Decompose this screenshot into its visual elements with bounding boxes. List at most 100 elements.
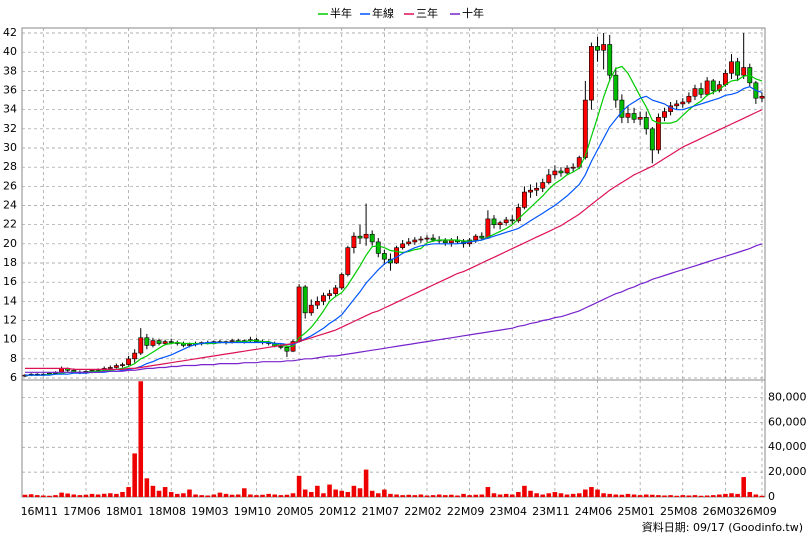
candle-body [113, 365, 119, 368]
volume-bar [193, 494, 198, 497]
volume-bar [375, 493, 381, 497]
volume-bar [144, 478, 150, 497]
ma-line [25, 86, 763, 376]
candle-body [107, 367, 113, 369]
volume-bar [290, 493, 296, 497]
volume-bar [442, 495, 448, 497]
volume-bar [242, 488, 247, 497]
volume-bar [449, 494, 454, 497]
volume-bar [95, 494, 101, 497]
volume-bar [467, 495, 472, 497]
y-tick-label: 32 [3, 122, 17, 135]
x-tick-label: 26M03 [703, 505, 741, 518]
volume-bar [308, 492, 314, 497]
volume-bar [662, 495, 667, 497]
volume-bar [223, 493, 229, 497]
candle-body [351, 235, 357, 248]
y2-tick-label: 40,000 [768, 440, 807, 453]
candle-body [394, 247, 399, 264]
candle-body [491, 218, 497, 225]
volume-bar [108, 493, 113, 497]
volume-bar [302, 489, 308, 497]
candle-body [735, 61, 741, 76]
y-tick-label: 14 [3, 294, 17, 307]
volume-bar [382, 489, 387, 497]
candle-body [479, 235, 485, 239]
candle-body [375, 241, 381, 254]
candle-body [522, 191, 527, 208]
candle-body [138, 337, 144, 354]
candle-body [168, 341, 174, 343]
legend-label: 年線 [372, 6, 394, 20]
ma-line [25, 109, 763, 370]
candle-body [497, 222, 503, 225]
volume-bar [369, 490, 375, 497]
candle-body [680, 101, 686, 105]
volume-bar [254, 495, 259, 497]
y-tick-label: 26 [3, 179, 17, 192]
volume-bar [595, 489, 600, 497]
volume-bar [741, 477, 746, 497]
candle-body [662, 111, 667, 118]
candle-body [509, 219, 515, 222]
volume-bar [175, 493, 180, 497]
volume-bar [357, 488, 363, 497]
volume-bar [278, 495, 284, 497]
y-tick-label: 22 [3, 218, 17, 231]
volume-bar [540, 494, 545, 497]
volume-bar [607, 493, 612, 497]
y-tick-label: 38 [3, 64, 17, 77]
candle-body [412, 239, 418, 243]
price-panel [21, 27, 766, 381]
candle-body [649, 128, 655, 151]
legend-label: 半年 [330, 6, 352, 20]
x-tick-label: 20M12 [319, 505, 357, 518]
candle-body [156, 340, 162, 344]
volume-bar [89, 493, 95, 497]
x-tick-label: 25M01 [617, 505, 655, 518]
candle-body [150, 340, 156, 346]
candle-body [631, 113, 637, 120]
volume-bar [723, 493, 728, 497]
candle-body [540, 182, 546, 189]
volume-bar [400, 495, 405, 497]
volume-bar [22, 494, 28, 497]
candle-body [534, 187, 540, 191]
volume-bar [53, 495, 58, 497]
candle-body [710, 80, 716, 91]
volume-bar [47, 495, 52, 497]
volume-bar [327, 484, 332, 497]
volume-bar [211, 494, 217, 497]
y2-tick-label: 60,000 [768, 415, 807, 428]
volume-bar [613, 494, 619, 497]
candle-body [333, 287, 339, 294]
ma-line [25, 243, 763, 373]
candle-body [619, 99, 625, 118]
volume-bar [436, 494, 442, 497]
y-tick-label: 6 [10, 371, 17, 384]
candle-body [430, 237, 436, 241]
candle-body [643, 117, 649, 130]
volume-bar [345, 492, 351, 497]
volume-bar [455, 495, 460, 497]
volume-bar [558, 493, 564, 497]
y-tick-label: 34 [3, 103, 17, 116]
volume-bar [418, 494, 424, 497]
volume-bar [534, 493, 539, 497]
candle-body [722, 72, 728, 86]
candle-body [381, 253, 387, 260]
volume-bar [650, 494, 655, 497]
candle-body [546, 174, 552, 183]
candle-body [278, 346, 284, 348]
volume-bar [217, 492, 223, 497]
volume-bar [156, 490, 162, 497]
x-tick-label: 21M07 [362, 505, 400, 518]
candle-body [345, 247, 351, 275]
footer: 資料日期: 09/17 (Goodinfo.tw) [642, 520, 803, 534]
candle-body [120, 364, 125, 366]
x-tick-label: 18M08 [148, 505, 186, 518]
candle-body [625, 113, 631, 118]
x-tick-label: 20M05 [276, 505, 314, 518]
y-tick-label: 18 [3, 256, 17, 269]
